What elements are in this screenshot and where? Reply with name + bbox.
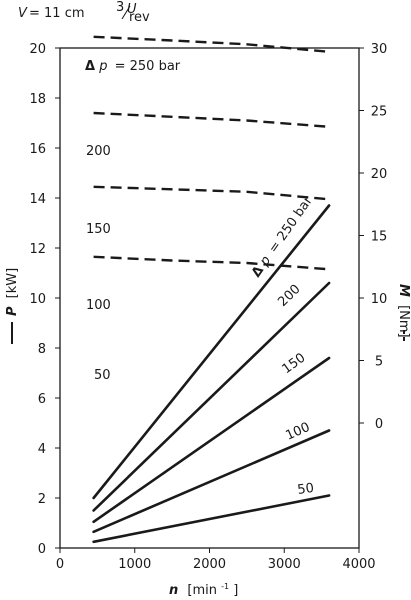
torque-line-4 (93, 255, 330, 271)
x-tick-label: 0 (56, 557, 64, 572)
x-tick-label: 1000 (118, 557, 151, 572)
x-axis-unit: [min (187, 583, 217, 598)
svg-text:n [min -1 ]: n [min -1 ] (169, 578, 238, 598)
right-y-tick-label: 0 (375, 417, 383, 432)
header-unit-num: U (127, 2, 137, 17)
torque-label-250-var: p (98, 59, 107, 74)
torque-label-200: 200 (86, 144, 111, 159)
torque-label-100: 100 (86, 298, 111, 313)
x-axis-title: n [min -1 ] (169, 578, 238, 598)
right-y-tick-label: 10 (371, 292, 388, 307)
left-y-tick-label: 0 (38, 542, 46, 557)
series-layer (92, 35, 331, 544)
header-symbol: V (18, 6, 28, 21)
header-unit-sup: 3 (116, 0, 124, 15)
power-line-2 (92, 356, 331, 524)
torque-label-250-delta: Δ (85, 59, 95, 74)
torque-label-50: 50 (94, 368, 111, 383)
right-axis-symbol: M (396, 284, 411, 297)
right-axis-title: M [Nm] (396, 284, 411, 344)
displacement-header: V = 11 cm 3 U rev (18, 0, 150, 25)
svg-text:M [Nm]: M [Nm] (396, 284, 411, 338)
power-line-3 (92, 429, 331, 534)
svg-text:P [kW]: P [kW] (5, 268, 20, 316)
x-axis-symbol: n (169, 583, 178, 598)
x-tick-label: 4000 (342, 557, 375, 572)
torque-line-1 (93, 35, 330, 53)
right-axis-unit: [Nm] (396, 305, 411, 338)
header-equals: = 11 cm (29, 6, 85, 21)
power-labels: Δ p = 250 bar 200 150 100 50 (249, 193, 316, 498)
x-tick-label: 3000 (268, 557, 301, 572)
power-label-150: 150 (280, 351, 309, 378)
torque-line-3 (93, 185, 330, 201)
left-axis-symbol: P (5, 306, 20, 316)
left-y-tick-label: 10 (29, 292, 46, 307)
right-y-tick-label: 20 (371, 167, 388, 182)
torque-labels: Δ p = 250 bar 200 150 100 50 (85, 59, 181, 383)
power-line-0 (92, 204, 331, 500)
x-axis-unit-sup: -1 (221, 582, 229, 591)
left-y-tick-label: 6 (38, 392, 46, 407)
power-label-250-rest: = 250 bar (266, 193, 316, 256)
power-label-50: 50 (296, 481, 314, 498)
header-fraction-slash (121, 5, 131, 20)
x-axis-unit-close: ] (233, 583, 238, 598)
right-y-tick-label: 25 (371, 105, 388, 120)
torque-line-2 (93, 111, 330, 128)
x-tick-label: 2000 (193, 557, 226, 572)
left-y-tick-label: 18 (29, 92, 46, 107)
right-y-tick-label: 15 (371, 230, 388, 245)
left-y-tick-label: 4 (38, 442, 46, 457)
left-y-tick-label: 12 (29, 242, 46, 257)
right-y-tick-label: 5 (375, 355, 383, 370)
left-y-tick-label: 2 (38, 492, 46, 507)
power-line-1 (92, 281, 331, 512)
ticks-layer: 0 1000 2000 3000 400002468101214161820051015… (29, 42, 388, 572)
header-unit-den: rev (129, 10, 150, 25)
left-axis-title: P [kW] (5, 268, 20, 344)
power-label-250-var: p (257, 253, 275, 269)
svg-text:Δ p = 250 bar: Δ p = 250 bar (85, 59, 181, 74)
left-axis-unit: [kW] (5, 268, 20, 299)
power-line-4 (92, 494, 331, 544)
left-y-tick-label: 8 (38, 342, 46, 357)
left-y-tick-label: 14 (29, 192, 46, 207)
power-label-200: 200 (275, 282, 303, 310)
left-y-tick-label: 20 (29, 42, 46, 57)
left-y-tick-label: 16 (29, 142, 46, 157)
right-y-tick-label: 30 (371, 42, 388, 57)
torque-label-150: 150 (86, 222, 111, 237)
torque-label-250-rest: = 250 bar (115, 59, 181, 74)
